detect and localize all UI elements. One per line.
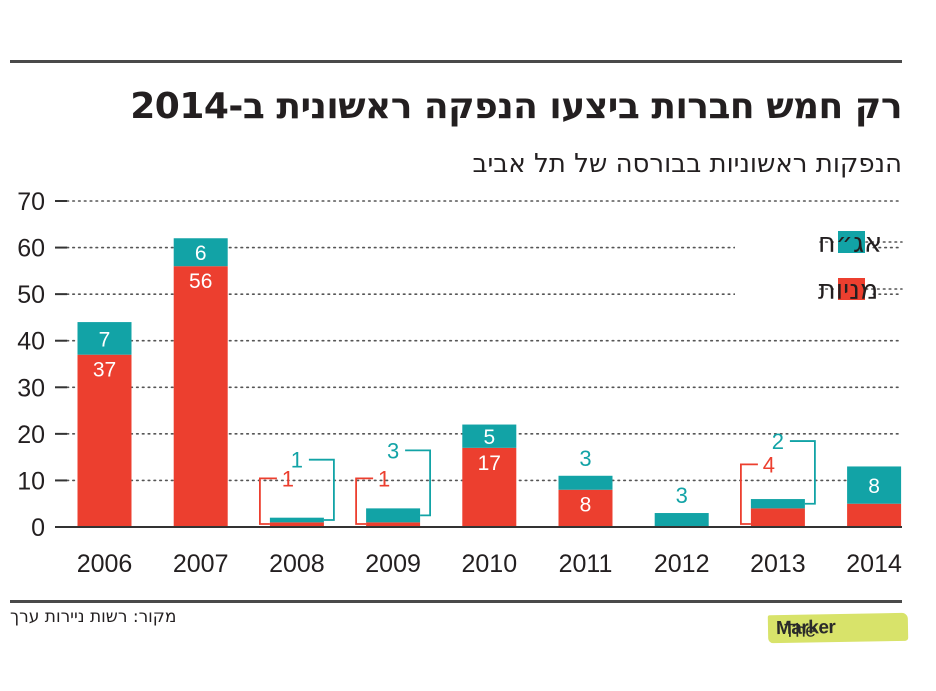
data-label-stocks: 1	[282, 466, 294, 491]
bar-bonds-2013	[750, 499, 805, 509]
legend-label-bonds: אג״ח	[818, 228, 882, 259]
legend-swatch-stocks	[838, 278, 865, 300]
data-label-bonds: 1	[291, 448, 303, 473]
x-tick-label: 2010	[461, 550, 517, 578]
callout-bracket-stocks	[740, 463, 758, 525]
x-tick-label: 2006	[77, 550, 133, 578]
data-label-stocks: 1	[378, 466, 390, 491]
y-tick-label: 40	[17, 328, 45, 356]
bar-stocks-2013	[750, 508, 805, 527]
bar-bonds-2010	[462, 424, 517, 448]
source-note: מקור: רשות ניירות ערך	[10, 607, 177, 627]
bar-stocks-2014	[847, 503, 902, 527]
bar-stocks-2009	[366, 522, 421, 527]
data-label-stocks: 17	[478, 452, 501, 475]
data-label-stocks: 37	[93, 359, 116, 382]
y-tick-label: 30	[17, 374, 45, 402]
chart-title: רק חמש חברות ביצעו הנפקה ראשונית ב-2014	[130, 86, 902, 127]
legend-label-stocks: מניות	[818, 275, 878, 306]
bar-bonds-2009	[366, 508, 421, 523]
themarker-logo: The Marker	[767, 612, 909, 644]
data-label-stocks: 8	[580, 494, 592, 517]
y-tick-label: 60	[17, 235, 45, 263]
callout-bracket-stocks	[258, 477, 277, 525]
y-tick-label: 70	[17, 188, 45, 216]
y-tick-label: 10	[17, 467, 45, 495]
data-label-stocks: 56	[189, 270, 212, 293]
y-tick-label: 20	[17, 421, 45, 449]
bar-bonds-2014	[847, 466, 902, 504]
legend-swatch-bonds	[838, 231, 865, 253]
data-label-bonds: 6	[195, 242, 207, 265]
data-label-bonds: 3	[579, 446, 591, 471]
bar-stocks-2010	[462, 447, 517, 527]
bar-stocks-2011	[558, 489, 613, 527]
data-label-bonds: 7	[99, 328, 111, 351]
x-tick-label: 2008	[269, 550, 325, 578]
bottom-rule	[10, 600, 902, 603]
chart-subtitle: הנפקות ראשוניות בבורסה של תל אביב	[472, 149, 902, 179]
x-tick-label: 2013	[750, 550, 806, 578]
bar-stocks-2008	[269, 522, 324, 527]
data-label-bonds: 3	[676, 483, 688, 508]
x-tick-label: 2007	[173, 550, 229, 578]
y-tick-label: 0	[31, 514, 45, 542]
bar-bonds-2006	[77, 322, 132, 355]
callout-bracket-bonds	[308, 458, 335, 521]
bar-bonds-2011	[558, 475, 613, 490]
top-rule	[10, 60, 902, 63]
x-tick-label: 2011	[559, 550, 613, 578]
bar-stocks-2007	[173, 266, 228, 527]
data-label-bonds: 5	[483, 426, 495, 449]
x-tick-label: 2012	[654, 550, 710, 578]
stacked-bar-chart: 010203040506070אג״חמניות3772006566200711…	[17, 188, 903, 578]
y-tick-label: 50	[17, 281, 45, 309]
x-tick-label: 2009	[365, 550, 421, 578]
callout-bracket-bonds	[405, 449, 432, 517]
data-label-bonds: 2	[772, 429, 784, 454]
bar-stocks-2006	[77, 354, 132, 527]
bar-bonds-2007	[173, 238, 228, 267]
x-tick-label: 2014	[846, 550, 902, 578]
bar-bonds-2008	[269, 517, 324, 523]
data-label-bonds: 3	[387, 438, 399, 463]
logo-light-text: The	[783, 620, 816, 642]
data-label-bonds: 8	[868, 475, 880, 498]
callout-bracket-bonds	[789, 440, 816, 505]
data-label-stocks: 4	[763, 452, 775, 477]
callout-bracket-stocks	[355, 477, 374, 525]
bar-bonds-2012	[654, 513, 709, 527]
